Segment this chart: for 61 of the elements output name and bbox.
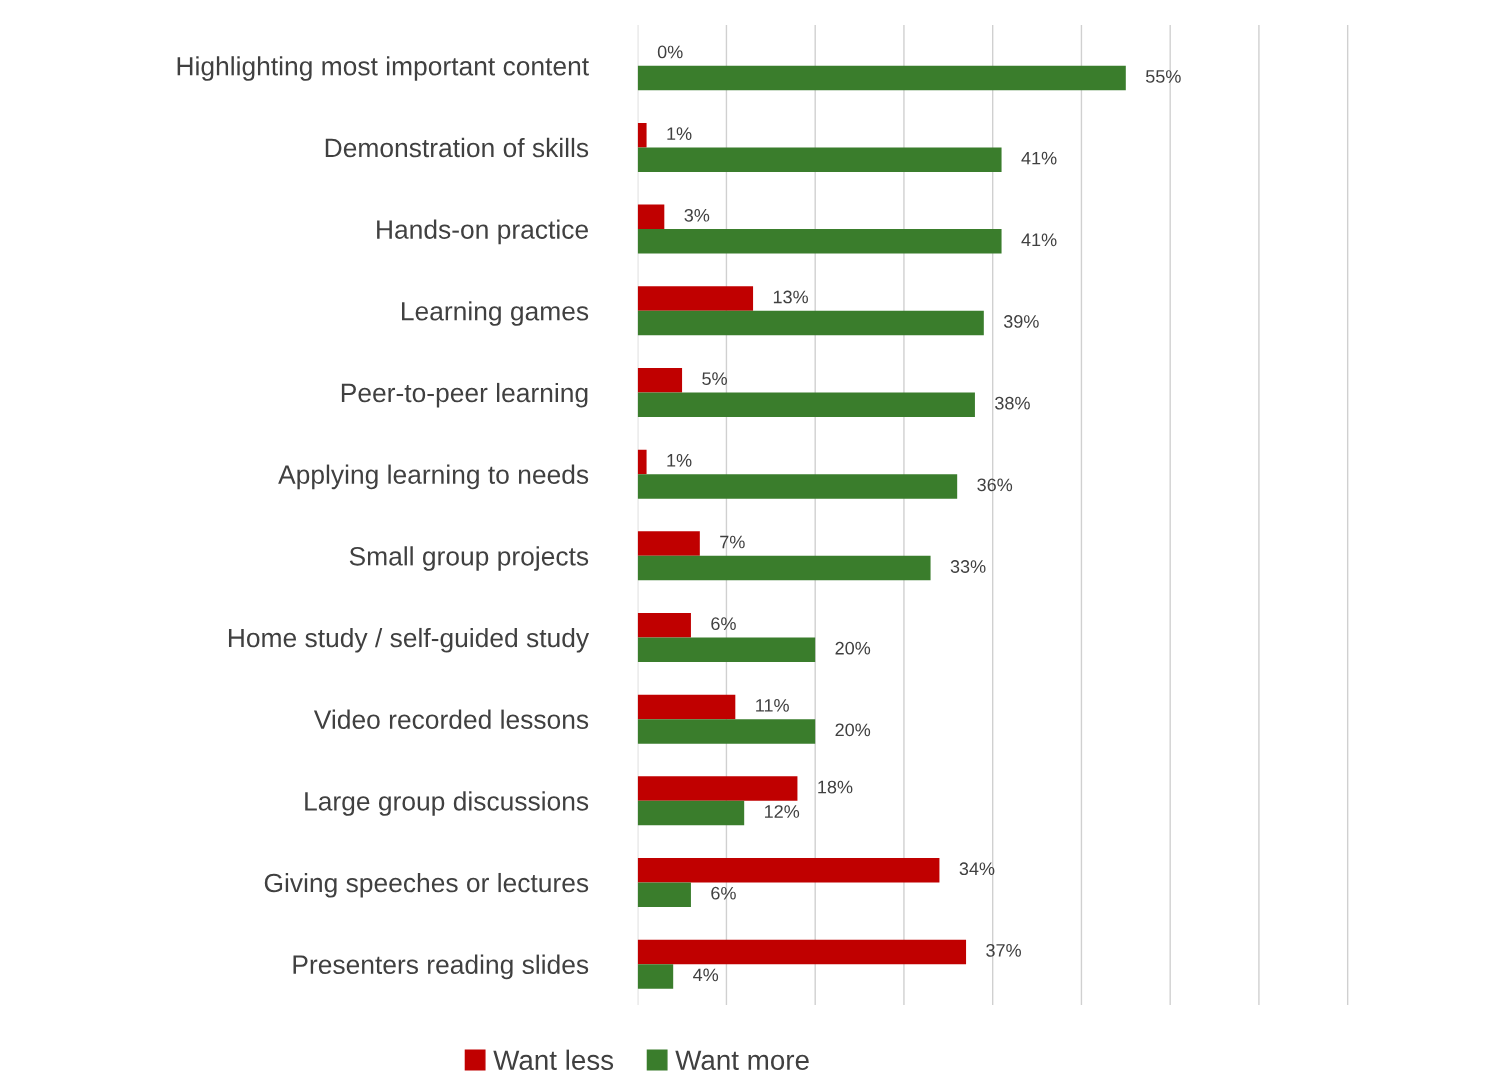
bar <box>637 229 1002 254</box>
data-label: 41% <box>1021 151 1057 165</box>
data-label: 55% <box>1145 70 1181 83</box>
data-label: 36% <box>977 478 1013 492</box>
bar <box>637 367 683 393</box>
y-tick-label: Giving speeches or lectures <box>264 872 589 898</box>
legend-label: Want less <box>493 1049 614 1071</box>
bar <box>637 964 674 989</box>
bar <box>637 637 816 662</box>
data-label: 4% <box>693 968 719 982</box>
y-tick-label: Home study / self-guided study <box>228 627 590 653</box>
bar <box>637 719 816 744</box>
y-tick-label: Learning games <box>402 301 589 326</box>
bar <box>637 858 940 883</box>
y-tick-label: Highlighting most important content <box>177 56 589 81</box>
data-label: 6% <box>711 886 736 900</box>
bar <box>637 449 647 475</box>
data-label: 39% <box>1003 315 1039 328</box>
data-label: 7% <box>720 535 745 549</box>
y-tick-label: Applying learning to needs <box>278 464 589 490</box>
data-label: 12% <box>765 805 800 818</box>
bar <box>637 310 984 336</box>
y-tick-label: Presenters reading slides <box>293 954 589 980</box>
y-tick-label: Video recorded lessons <box>313 709 589 729</box>
y-tick-label: Hands-on practice <box>377 219 588 245</box>
bar <box>637 122 647 148</box>
legend-label: Want more <box>675 1050 809 1071</box>
bar <box>637 474 958 499</box>
data-label: 0% <box>657 45 683 59</box>
data-label: 1% <box>667 454 692 467</box>
data-label: 6% <box>711 617 736 631</box>
bar <box>637 939 967 965</box>
data-label: 20% <box>835 723 871 737</box>
data-label: 37% <box>986 944 1021 957</box>
bar <box>637 555 931 581</box>
data-label: 5% <box>702 372 727 386</box>
data-label: 34% <box>959 862 995 876</box>
bar <box>637 147 1002 172</box>
bar <box>637 882 691 908</box>
y-tick-label: Demonstration of skills <box>325 137 589 158</box>
bar <box>637 800 745 826</box>
bar <box>637 776 798 801</box>
data-label: 13% <box>773 290 809 304</box>
bar <box>637 65 1126 91</box>
y-tick-label: Peer-to-peer learning <box>341 382 588 408</box>
bar <box>637 612 691 638</box>
y-tick-label: Large group discussions <box>305 791 589 816</box>
data-label: 1% <box>667 127 692 140</box>
data-label: 33% <box>950 560 986 573</box>
bar <box>637 286 754 311</box>
y-tick-label: Small group projects <box>349 546 589 571</box>
data-label: 3% <box>684 208 710 222</box>
bar <box>637 694 736 720</box>
data-label: 11% <box>756 699 789 712</box>
data-label: 20% <box>835 641 871 655</box>
data-label: 18% <box>818 780 853 794</box>
bar <box>637 531 700 556</box>
bar <box>637 392 975 417</box>
bar <box>637 204 665 230</box>
data-label: 41% <box>1021 233 1057 247</box>
data-label: 38% <box>995 396 1030 410</box>
